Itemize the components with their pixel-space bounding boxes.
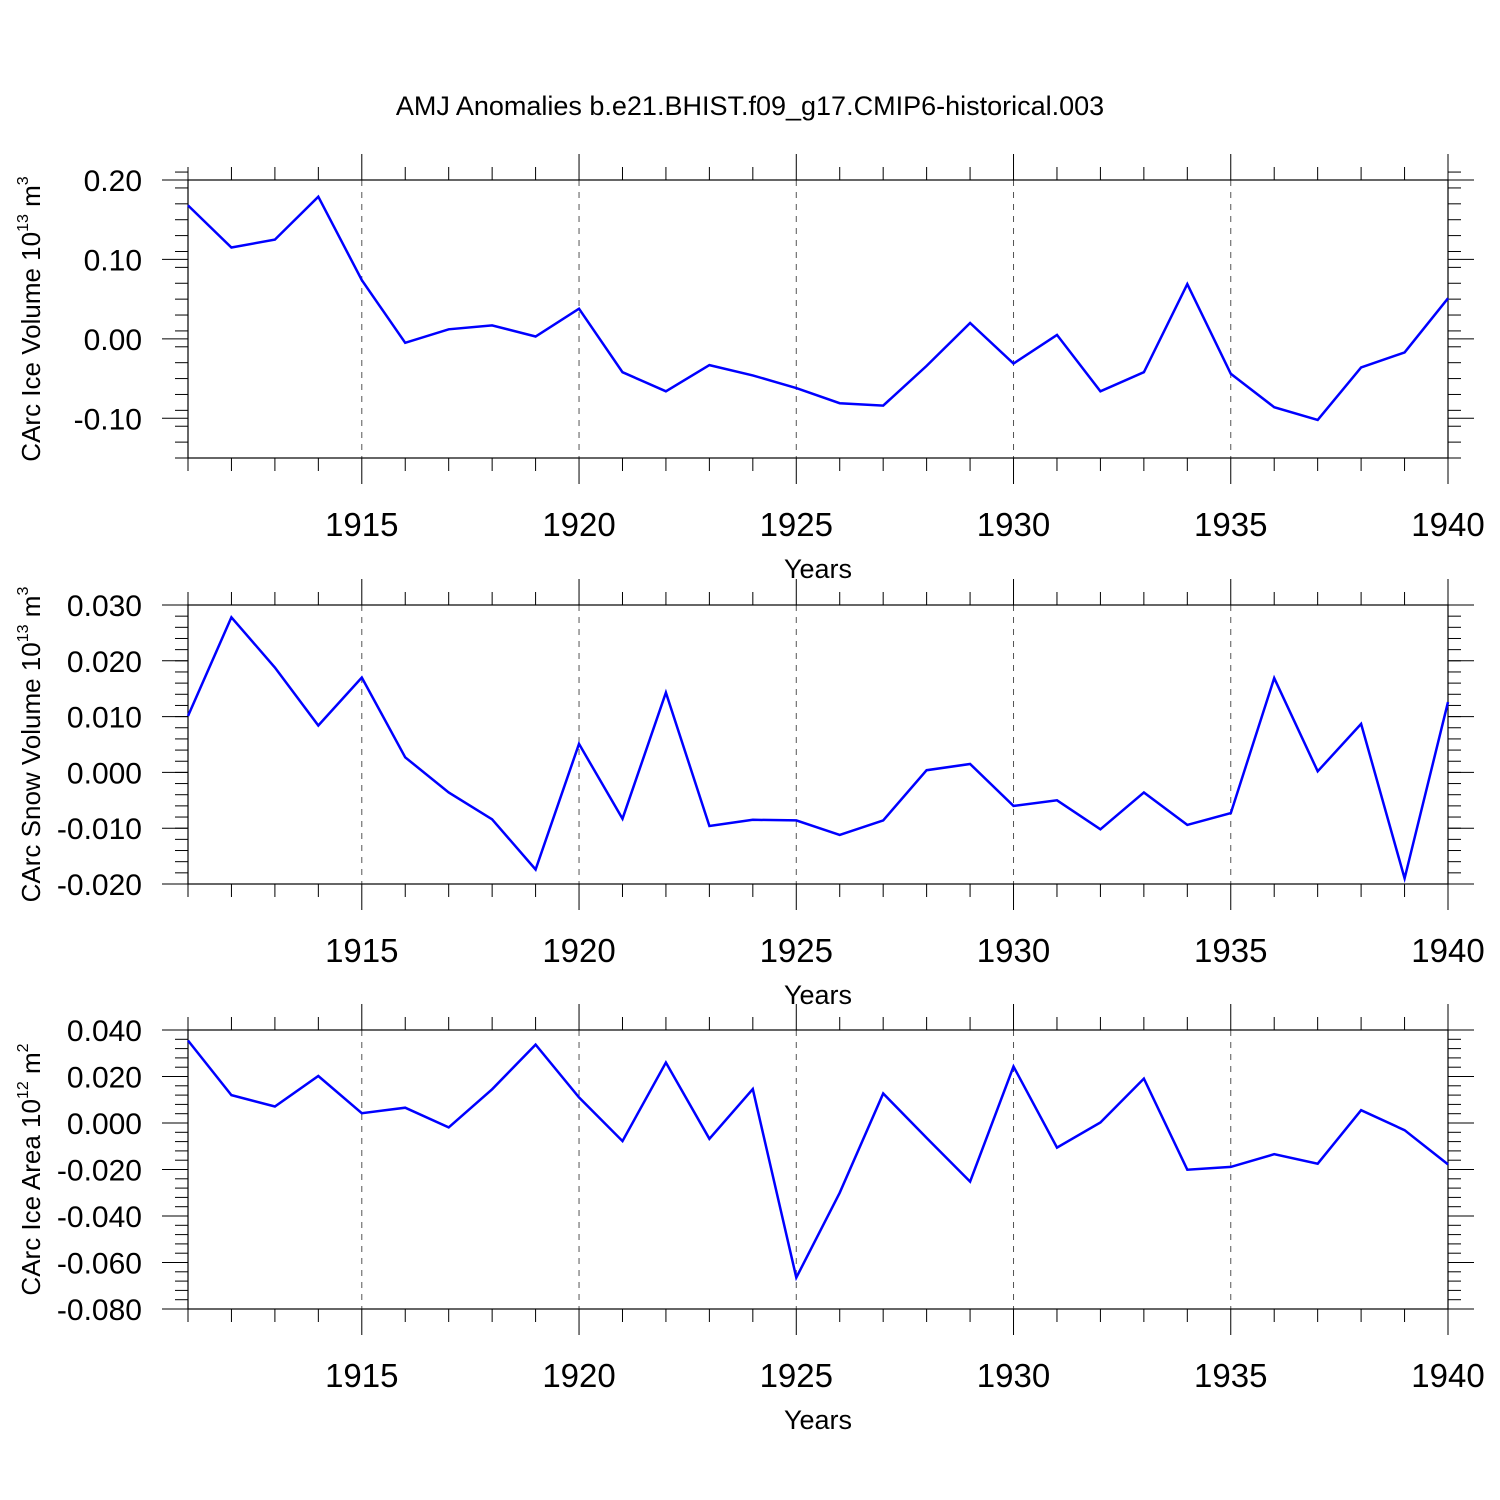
y-tick-label: -0.020	[57, 1155, 142, 1188]
series-line	[186, 614, 1450, 884]
x-tick-label: 1925	[760, 932, 833, 969]
y-tick-label: 0.000	[67, 1108, 142, 1141]
y-axis-label: CArc Ice Area 1012 m2	[15, 1043, 46, 1295]
y-axis-label: CArc Snow Volume 1013 m3	[15, 587, 46, 903]
y-axis-label: CArc Ice Volume 1013 m3	[15, 176, 46, 461]
series-line	[187, 194, 1449, 422]
x-tick-label: 1930	[977, 932, 1050, 969]
x-axis-label: Years	[784, 554, 852, 584]
x-tick-label: 1940	[1411, 506, 1484, 543]
chart-panel-3: 0.040 0.020 0.000 -0.020 -0.040 -0.060 -0.080 1…	[15, 1004, 1485, 1435]
x-tick-label: 1920	[542, 506, 615, 543]
x-axis-label: Years	[784, 980, 852, 1010]
y-tick-label: -0.010	[57, 813, 142, 846]
x-tick-label: 1940	[1411, 1357, 1484, 1394]
y-tick-label: -0.040	[57, 1201, 142, 1234]
y-tick-label: 0.020	[67, 646, 142, 679]
y-tick-label: 0.000	[67, 757, 142, 790]
plot-frame	[187, 179, 1449, 459]
x-tick-label: 1930	[977, 506, 1050, 543]
x-tick-label: 1930	[977, 1357, 1050, 1394]
x-tick-label: 1915	[325, 932, 398, 969]
x-tick-label: 1925	[760, 1357, 833, 1394]
y-tick-label: -0.020	[57, 869, 142, 902]
y-tick-label: 0.040	[67, 1015, 142, 1048]
plot-frame	[187, 1029, 1449, 1310]
y-tick-label: 0.00	[84, 324, 142, 357]
y-tick-label: -0.060	[57, 1248, 142, 1281]
y-tick-label: 0.10	[84, 244, 142, 277]
y-tick-label: -0.10	[74, 403, 142, 436]
plot-frame	[187, 604, 1449, 885]
chart-panel-1: 0.20 0.10 0.00 -0.10 1915 1920 1925 1930 1935 194…	[15, 154, 1485, 584]
x-tick-label: 1935	[1194, 506, 1267, 543]
chart-title: AMJ Anomalies b.e21.BHIST.f09_g17.CMIP6-…	[396, 91, 1104, 121]
chart-panel-2: 0.030 0.020 0.010 0.000 -0.010 -0.020 1915 1920…	[15, 579, 1485, 1010]
y-tick-label: 0.20	[84, 165, 142, 198]
y-tick-label: 0.020	[67, 1062, 142, 1095]
y-tick-label: -0.080	[57, 1294, 142, 1327]
x-tick-label: 1925	[760, 506, 833, 543]
x-tick-label: 1915	[325, 1357, 398, 1394]
x-axis-label: Years	[784, 1405, 852, 1435]
x-tick-label: 1935	[1194, 1357, 1267, 1394]
x-tick-label: 1935	[1194, 932, 1267, 969]
y-tick-label: 0.030	[67, 590, 142, 623]
y-tick-label: 0.010	[67, 702, 142, 735]
x-tick-label: 1915	[325, 506, 398, 543]
series-line	[187, 1039, 1449, 1282]
x-tick-label: 1940	[1411, 932, 1484, 969]
x-tick-label: 1920	[542, 932, 615, 969]
x-tick-label: 1920	[542, 1357, 615, 1394]
